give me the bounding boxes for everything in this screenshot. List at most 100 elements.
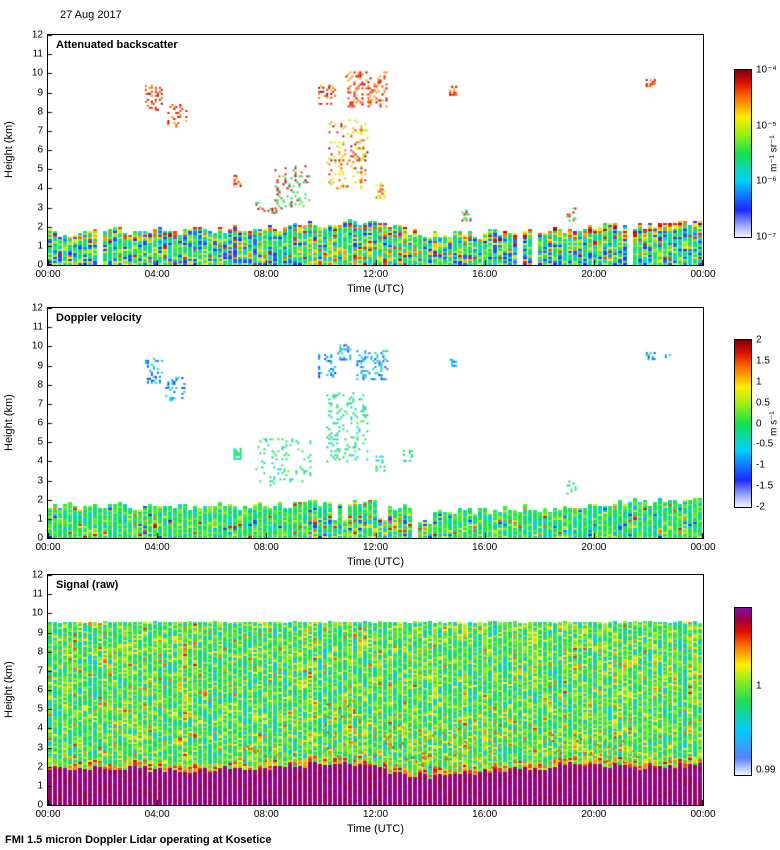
x-tick-label: 20:00	[581, 269, 607, 280]
y-tick-label: 1	[37, 240, 43, 252]
signal-heatmap-canvas	[47, 574, 704, 806]
colorbar-gradient-velocity	[734, 339, 752, 508]
y-tick-label: 1	[37, 513, 43, 525]
colorbar-tick-label: -0.5	[756, 438, 774, 450]
y-tick-label: 10	[31, 67, 43, 79]
date-label: 27 Aug 2017	[60, 9, 122, 21]
x-tick-label: 00:00	[35, 269, 61, 280]
x-axis-label-velocity: Time (UTC)	[346, 556, 405, 568]
colorbar-tick-label: -2	[756, 501, 765, 513]
y-tick-label: 2	[37, 494, 43, 506]
y-tick-label: 4	[37, 182, 43, 194]
x-tick-label: 00:00	[690, 809, 716, 820]
y-axis-label-backscatter: Height (km)	[3, 121, 15, 179]
x-tick-label: 04:00	[144, 542, 170, 553]
y-tick-label: 9	[37, 627, 43, 638]
colorbar-tick-label: 2	[756, 334, 762, 346]
y-tick-label: 8	[37, 379, 43, 391]
y-tick-label: 8	[37, 106, 43, 118]
panel-title-signal: Signal (raw)	[56, 579, 119, 591]
colorbar-unit-backscatter: m⁻¹ sr⁻¹	[768, 135, 780, 172]
y-tick-label: 12	[31, 569, 43, 581]
y-tick-label: 11	[32, 48, 43, 60]
footer-caption: FMI 1.5 micron Doppler Lidar operating a…	[5, 834, 272, 846]
y-tick-label: 10	[31, 607, 43, 619]
y-axis-label-signal: Height (km)	[3, 661, 15, 719]
y-tick-label: 0	[37, 799, 43, 811]
x-tick-label: 12:00	[362, 542, 389, 553]
x-tick-label: 08:00	[253, 542, 279, 553]
x-tick-label: 00:00	[35, 542, 61, 553]
x-tick-label: 16:00	[472, 542, 498, 553]
colorbar-tick-label: 1.5	[756, 355, 770, 367]
colorbar-tick-label: 1	[756, 680, 762, 692]
colorbar-tick-label: 10⁻⁴	[756, 64, 777, 76]
y-tick-label: 9	[37, 87, 43, 98]
velocity-heatmap-canvas	[47, 307, 704, 539]
y-tick-label: 2	[37, 221, 43, 233]
colorbar-tick-label: 10⁻⁶	[756, 175, 777, 187]
x-tick-label: 20:00	[581, 809, 607, 820]
panel-title-backscatter: Attenuated backscatter	[56, 39, 178, 51]
y-tick-label: 7	[37, 125, 43, 137]
colorbar-backscatter: m⁻¹ sr⁻¹ 10⁻⁴ 10⁻⁵ 10⁻⁶ 10⁻⁷	[734, 65, 780, 243]
y-tick-label: 3	[37, 742, 43, 753]
y-tick-label: 6	[37, 684, 43, 696]
x-tick-label: 16:00	[472, 809, 498, 820]
y-tick-label: 3	[37, 475, 43, 486]
panel-doppler-velocity: Doppler velocity Height (km) Time (UTC) …	[3, 303, 716, 569]
y-tick-label: 8	[37, 646, 43, 658]
colorbar-tick-label: -1	[756, 459, 765, 471]
y-tick-label: 10	[31, 340, 43, 352]
colorbar-tick-label: 10⁻⁷	[756, 231, 777, 243]
y-tick-label: 1	[37, 780, 43, 792]
y-tick-label: 4	[37, 455, 43, 467]
y-tick-label: 6	[37, 417, 43, 429]
x-tick-label: 12:00	[362, 269, 389, 280]
colorbar-tick-label: 0.5	[756, 397, 770, 409]
y-axis-label-velocity: Height (km)	[3, 394, 15, 452]
x-axis-label-signal: Time (UTC)	[346, 823, 405, 835]
y-tick-label: 0	[37, 532, 43, 544]
colorbar-velocity: m s⁻¹ 2 1.5 1 0.5 0 -0.5 -1 -1.5 -2	[734, 335, 780, 513]
x-tick-label: 00:00	[35, 809, 61, 820]
panel-attenuated-backscatter: Attenuated backscatter Height (km) Time …	[3, 30, 716, 296]
x-tick-label: 12:00	[362, 809, 389, 820]
y-tick-label: 5	[37, 703, 43, 715]
y-tick-label: 4	[37, 722, 43, 734]
y-tick-label: 7	[37, 665, 43, 677]
y-tick-label: 11	[32, 588, 43, 600]
x-tick-label: 04:00	[144, 809, 170, 820]
x-axis-label-backscatter: Time (UTC)	[346, 283, 405, 295]
colorbar-tick-label: 1	[756, 376, 762, 388]
y-tick-label: 3	[37, 202, 43, 213]
backscatter-heatmap-canvas	[47, 34, 704, 266]
y-tick-label: 12	[31, 29, 43, 41]
y-tick-label: 0	[37, 259, 43, 271]
x-tick-label: 08:00	[253, 269, 279, 280]
colorbar-gradient-backscatter	[734, 69, 752, 238]
colorbar-tick-label: 0.99	[756, 764, 776, 776]
panel-title-velocity: Doppler velocity	[56, 312, 142, 324]
colorbar-tick-label: 10⁻⁵	[756, 120, 777, 132]
colorbar-signal: 1 0.99	[734, 607, 775, 776]
colorbar-gradient-signal	[734, 607, 752, 776]
y-tick-label: 11	[32, 321, 43, 333]
x-tick-label: 00:00	[690, 269, 716, 280]
panel-signal-raw: Signal (raw) Height (km) Time (UTC) 00:0…	[3, 570, 716, 836]
x-tick-label: 00:00	[690, 542, 716, 553]
colorbar-tick-label: 0	[756, 418, 762, 429]
y-tick-label: 5	[37, 436, 43, 448]
x-tick-label: 16:00	[472, 269, 498, 280]
y-tick-label: 2	[37, 761, 43, 773]
x-tick-label: 08:00	[253, 809, 279, 820]
y-tick-label: 6	[37, 144, 43, 156]
x-tick-label: 04:00	[144, 269, 170, 280]
y-tick-label: 5	[37, 163, 43, 175]
y-tick-label: 7	[37, 398, 43, 410]
colorbar-tick-label: -1.5	[756, 480, 774, 492]
y-tick-label: 9	[37, 360, 43, 371]
y-tick-label: 12	[31, 302, 43, 314]
x-tick-label: 20:00	[581, 542, 607, 553]
